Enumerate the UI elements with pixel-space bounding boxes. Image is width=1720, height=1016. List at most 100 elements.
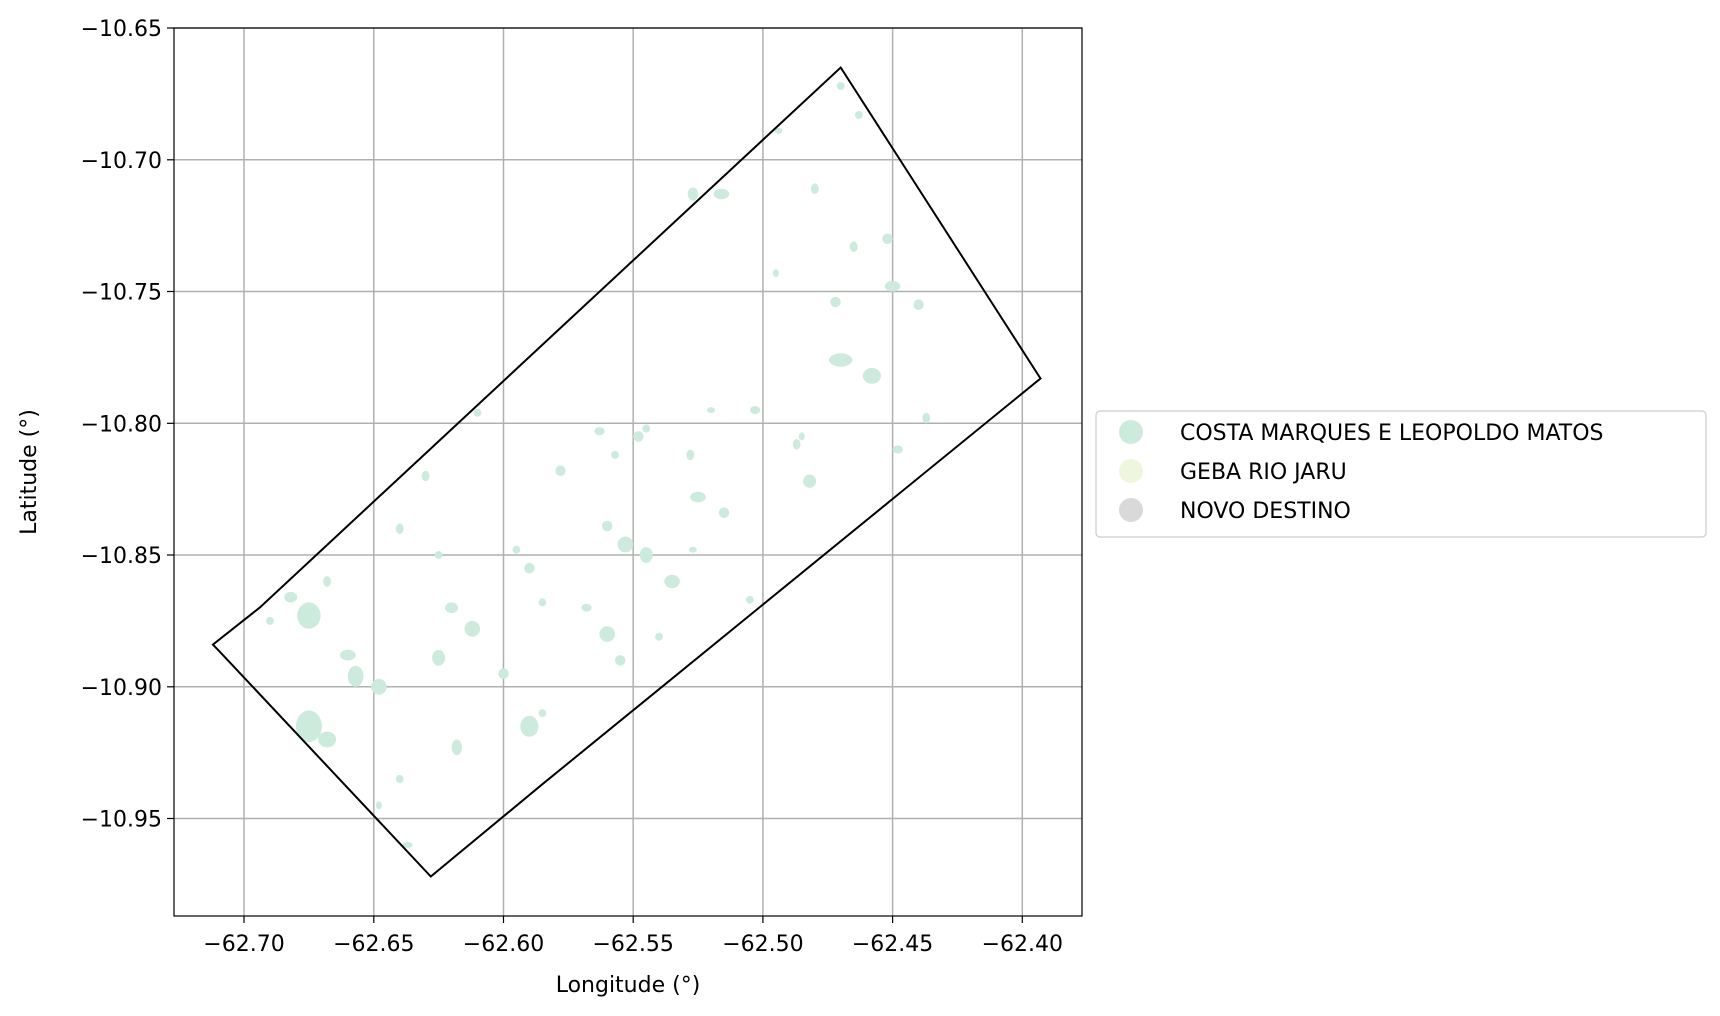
parcel-patch [830,296,841,308]
parcel-patch [512,545,521,554]
y-tick-label: −10.75 [81,281,162,306]
parcel-patch [498,668,509,679]
y-tick-label: −10.95 [81,808,162,833]
parcel-patch [371,678,387,695]
parcel-patch [664,574,680,589]
legend-entry: NOVO DESTINO [1119,498,1351,524]
parcel-patch [633,431,644,442]
x-tick-label: −62.50 [722,932,803,957]
parcel-patch [687,187,699,201]
parcel-patch [295,710,322,743]
legend-marker [1119,459,1143,483]
parcel-patch [803,474,817,488]
parcel-patch [829,353,853,367]
parcel-patch [581,603,592,612]
parcel-patch [615,655,626,666]
parcel-patch [599,626,615,642]
parcel-patch [318,731,337,748]
x-axis-label: Longitude (°) [556,973,701,998]
parcel-patch [284,591,298,603]
parcel-patch [922,412,931,424]
parcel-patch [836,82,845,90]
parcel-patch [555,465,566,477]
parcel-patch [473,408,482,417]
boundary-outline [211,65,1042,878]
parcel-patch [347,665,364,687]
parcel-patches [266,82,931,848]
parcel-patch [395,523,404,534]
plot-frame [173,27,1083,917]
parcel-patch [655,632,663,641]
parcel-patch [849,241,858,252]
legend-entry: COSTA MARQUES E LEOPOLDO MATOS [1119,420,1604,446]
parcel-patch [611,450,619,459]
y-tick-label: −10.85 [81,544,162,569]
parcel-patch [524,562,535,574]
legend-box [1095,410,1707,538]
parcel-patch [594,427,605,436]
parcel-patch [913,299,924,311]
parcel-patch [746,595,754,604]
y-axis-ticks: −10.65 −10.70 −10.75 −10.80 −10.85 −10.90 −10.… [81,17,174,833]
x-tick-label: −62.70 [203,932,284,957]
parcel-patch [538,709,547,718]
parcel-patch [862,367,882,384]
x-tick-label: −62.40 [982,932,1063,957]
parcel-patch [707,407,715,414]
parcel-patch [538,598,547,607]
parcel-patch [639,547,653,563]
parcel-patch [602,520,613,532]
parcel-patch [432,649,446,666]
parcel-patch [464,620,481,637]
legend-label: COSTA MARQUES E LEOPOLDO MATOS [1180,421,1604,446]
y-tick-label: −10.70 [81,149,162,174]
x-tick-label: −62.65 [333,932,414,957]
parcel-patch [434,551,443,559]
parcel-patch [395,775,404,783]
parcel-patch [402,841,413,848]
parcel-patch [892,445,903,454]
parcel-patch [323,576,331,587]
y-tick-label: −10.90 [81,676,162,701]
legend-marker [1119,498,1143,522]
x-axis-ticks: −62.70 −62.65 −62.60 −62.55 −62.50 −62.45 −62.… [203,916,1063,957]
parcel-patch [375,801,382,810]
x-tick-label: −62.60 [463,932,544,957]
parcel-patch [689,546,697,553]
parcel-patch [855,111,863,119]
parcel-patch [718,507,730,519]
parcel-patch [686,449,695,461]
parcel-patch [421,470,430,482]
parcel-patch [772,269,779,278]
y-tick-label: −10.80 [81,412,162,437]
parcel-patch [297,602,321,629]
parcel-patch [642,424,651,433]
legend: COSTA MARQUES E LEOPOLDO MATOS GEBA RIO … [1095,410,1707,538]
parcel-patch [445,602,459,613]
parcel-patch [451,739,462,756]
grid-lines [174,27,1082,916]
legend-label: NOVO DESTINO [1180,499,1351,524]
parcel-patch [810,183,819,194]
parcel-patch [884,280,901,292]
parcel-patch [792,439,801,450]
y-tick-label: −10.65 [81,17,162,42]
parcel-patch [798,432,805,441]
legend-label: GEBA RIO JARU [1180,460,1347,485]
parcel-patch [749,406,761,415]
y-axis-label: Latitude (°) [17,409,42,535]
parcel-patch [882,233,893,245]
parcel-patch [774,127,783,134]
x-tick-label: −62.55 [592,932,673,957]
x-tick-label: −62.45 [852,932,933,957]
boundary-polygon [211,65,1042,878]
legend-entry: GEBA RIO JARU [1119,459,1347,485]
parcel-patch [520,715,539,737]
legend-marker [1119,420,1143,444]
parcel-patch [340,649,356,661]
parcel-patch [266,616,274,625]
parcel-patch [690,491,706,503]
parcel-patch [617,536,634,553]
parcel-patch [713,188,730,200]
